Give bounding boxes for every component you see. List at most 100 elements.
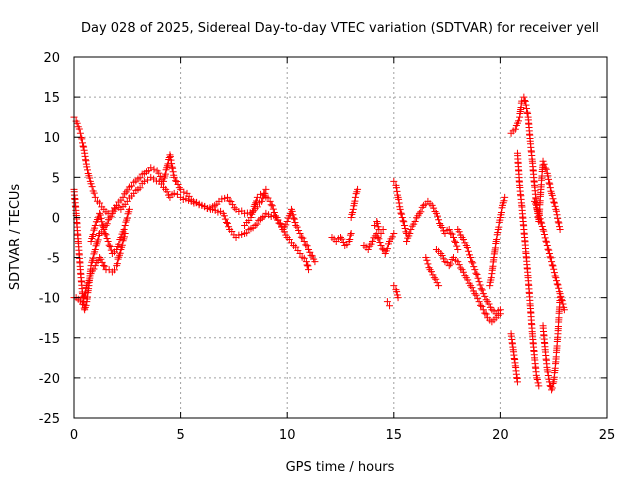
- data-point-track-r: [544, 172, 552, 180]
- data-point-track-a: [76, 129, 84, 137]
- data-point-track-a: [168, 163, 176, 171]
- data-point-track-e: [289, 211, 297, 219]
- data-point-track-q: [487, 274, 495, 282]
- data-point-track-r: [555, 219, 563, 227]
- data-point-track-e: [291, 218, 299, 226]
- data-point-track-p: [470, 263, 478, 271]
- data-point-track-e: [302, 241, 310, 249]
- data-point-track-a: [169, 164, 177, 172]
- data-point-track-r: [521, 96, 529, 104]
- data-point-track-a: [224, 193, 232, 201]
- data-point-track-f: [346, 236, 354, 244]
- data-point-track-l: [401, 224, 409, 232]
- x-tick-label: 25: [599, 428, 616, 443]
- data-point-track-q: [497, 208, 505, 216]
- data-point-track-t: [560, 306, 568, 314]
- data-point-track-d: [99, 222, 107, 230]
- chart-title: Day 028 of 2025, Sidereal Day-to-day VTE…: [81, 21, 599, 36]
- data-point-track-a: [170, 173, 178, 181]
- data-point-track-a: [180, 188, 188, 196]
- data-point-track-b: [136, 184, 144, 192]
- data-point-track-e: [283, 217, 291, 225]
- data-point-track-f: [347, 229, 355, 237]
- data-point-track-a: [262, 185, 270, 193]
- data-point-track-b: [296, 250, 304, 258]
- data-point-track-e: [252, 199, 260, 207]
- x-tick-label: 20: [492, 428, 509, 443]
- data-point-track-a: [221, 194, 229, 202]
- data-point-track-e: [295, 226, 303, 234]
- y-axis-label: SDTVAR / TECUs: [8, 184, 23, 291]
- data-point-track-d: [120, 226, 128, 234]
- data-point-track-p: [481, 292, 489, 300]
- data-point-track-c: [91, 262, 99, 270]
- data-point-track-a: [230, 204, 238, 212]
- data-point-track-s: [534, 379, 542, 387]
- data-point-track-n: [427, 268, 435, 276]
- data-point-track-p: [469, 259, 477, 267]
- data-point-track-m: [445, 225, 453, 233]
- data-point-track-e: [269, 205, 277, 213]
- data-point-track-e: [290, 215, 298, 223]
- data-point-track-t: [555, 284, 563, 292]
- data-point-track-b: [82, 301, 90, 309]
- data-point-track-e: [276, 220, 284, 228]
- data-point-track-r: [550, 199, 558, 207]
- data-point-track-e: [249, 207, 257, 215]
- data-point-track-d: [106, 242, 114, 250]
- data-point-track-e: [251, 201, 259, 209]
- data-point-track-b: [235, 231, 243, 239]
- data-point-track-b: [140, 177, 148, 185]
- data-point-track-r: [523, 104, 531, 112]
- data-point-track-c: [97, 255, 105, 263]
- data-point-track-r: [511, 125, 519, 133]
- data-point-track-a: [96, 199, 104, 207]
- data-point-track-t: [545, 250, 553, 258]
- data-point-track-l: [398, 210, 406, 218]
- data-point-track-c: [111, 266, 119, 274]
- data-point-track-h: [383, 245, 391, 253]
- data-point-track-d: [117, 234, 125, 241]
- data-point-track-t: [536, 215, 544, 223]
- data-point-track-u: [548, 384, 556, 392]
- data-point-track-d: [115, 240, 123, 248]
- data-point-track-p: [459, 235, 467, 243]
- data-point-track-a: [124, 186, 132, 194]
- data-point-track-e: [260, 189, 268, 197]
- data-point-track-q: [494, 228, 502, 236]
- data-point-track-f: [346, 231, 354, 239]
- data-point-track-m: [403, 238, 411, 246]
- data-point-track-l: [395, 195, 403, 203]
- data-point-track-i: [377, 229, 385, 237]
- data-point-track-n: [430, 274, 438, 282]
- data-point-track-o: [445, 262, 453, 270]
- data-point-track-a: [91, 193, 99, 201]
- data-point-track-r: [553, 211, 561, 219]
- data-point-track-l: [398, 213, 406, 221]
- data-points: [70, 93, 568, 394]
- data-point-track-q: [493, 236, 501, 244]
- data-point-track-b: [103, 220, 111, 228]
- data-point-track-p: [477, 285, 485, 293]
- data-point-track-t: [543, 238, 551, 246]
- data-point-track-f: [339, 238, 347, 246]
- data-point-track-h: [388, 233, 396, 241]
- data-point-track-t: [546, 253, 554, 261]
- data-point-track-t: [548, 261, 556, 269]
- grid-layer: [74, 57, 607, 418]
- data-point-track-t: [542, 237, 550, 245]
- data-point-track-a: [227, 198, 235, 206]
- data-point-track-a: [78, 135, 86, 143]
- data-point-track-e: [311, 258, 319, 266]
- data-point-track-r: [552, 205, 560, 213]
- data-point-track-a: [167, 156, 175, 164]
- data-point-track-d: [101, 230, 109, 238]
- data-point-track-b: [302, 258, 310, 266]
- data-point-track-e: [300, 238, 308, 246]
- data-point-track-p: [474, 274, 482, 282]
- data-point-track-d: [89, 231, 97, 239]
- data-point-track-h: [374, 234, 382, 242]
- data-point-track-r: [556, 225, 564, 233]
- data-point-track-d: [121, 221, 129, 229]
- data-point-track-a: [122, 188, 130, 196]
